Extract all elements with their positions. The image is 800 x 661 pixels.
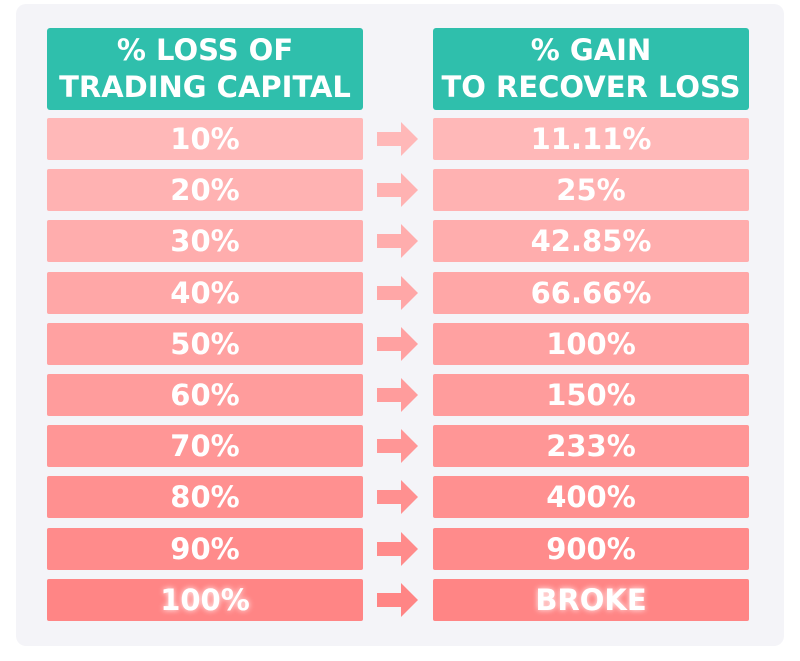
arrow-shape [377, 275, 418, 310]
gain-cell: 233% [433, 425, 749, 468]
loss-cell: 100% [47, 578, 363, 621]
loss-cell: 10% [47, 118, 363, 160]
arrow-shape [377, 173, 418, 208]
gain-cell: 66.66% [433, 271, 749, 314]
gain-cell: 25% [433, 169, 749, 212]
loss-cell: 50% [47, 322, 363, 365]
loss-cell: 70% [47, 425, 363, 468]
header-line: % GAIN [530, 33, 652, 67]
arrow [377, 122, 418, 156]
gain-cell: 11.11% [433, 118, 749, 160]
arrow [377, 582, 418, 617]
gain-cell: 150% [433, 374, 749, 416]
arrow-shape [377, 122, 418, 156]
header-left: % LOSS OF TRADING CAPITAL [47, 28, 363, 110]
loss-cell: 30% [47, 220, 363, 263]
loss-cell: 90% [47, 527, 363, 570]
loss-cell: 60% [47, 374, 363, 416]
header-right: % GAIN TO RECOVER LOSS [433, 28, 749, 110]
gain-cell: 42.85% [433, 220, 749, 263]
header-line: TRADING CAPITAL [59, 70, 351, 104]
loss-cell: 40% [47, 271, 363, 314]
loss-cell: 80% [47, 476, 363, 519]
arrow [377, 326, 418, 361]
arrow [377, 378, 418, 412]
arrow-shape [377, 582, 418, 617]
header-line: TO RECOVER LOSS [441, 70, 741, 104]
arrow [377, 224, 418, 259]
arrow-shape [377, 224, 418, 259]
arrow [377, 275, 418, 310]
loss-cell: 20% [47, 169, 363, 212]
arrow-shape [377, 480, 418, 515]
gain-cell: 900% [433, 527, 749, 570]
arrow [377, 480, 418, 515]
arrow-shape [377, 326, 418, 361]
arrow [377, 429, 418, 464]
arrow-shape [377, 378, 418, 412]
header-line: % LOSS OF [116, 33, 294, 67]
arrow-shape [377, 429, 418, 464]
gain-cell: 100% [433, 322, 749, 365]
arrow [377, 531, 418, 566]
gain-cell: 400% [433, 476, 749, 519]
gain-cell: BROKE [433, 578, 749, 621]
arrow-shape [377, 531, 418, 566]
arrow [377, 173, 418, 208]
